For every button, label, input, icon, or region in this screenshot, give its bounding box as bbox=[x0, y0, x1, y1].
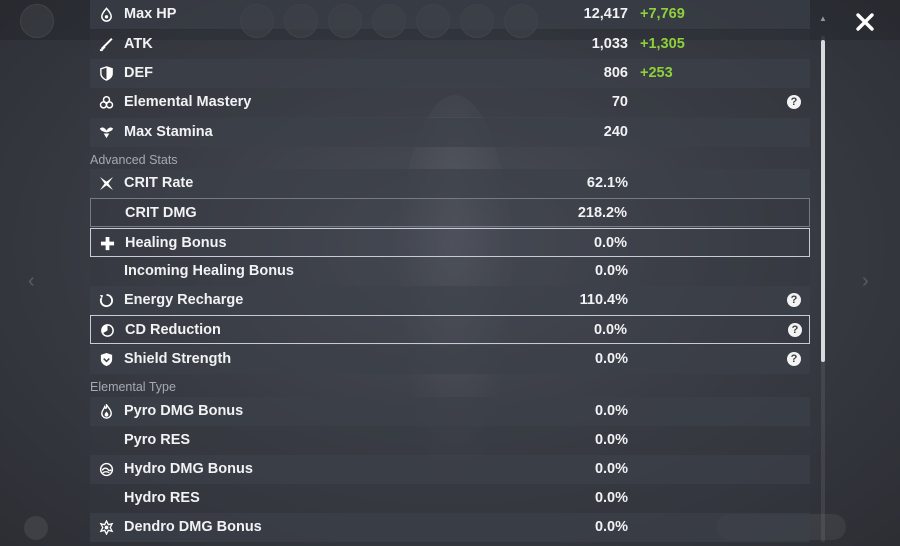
stat-name: Energy Recharge bbox=[124, 292, 244, 308]
stat-value: 0.0% bbox=[594, 351, 628, 367]
stat-row[interactable]: CD Reduction 0.0%? bbox=[90, 315, 810, 344]
stat-name: DEF bbox=[124, 65, 153, 81]
stat-value: 0.0% bbox=[594, 461, 628, 477]
stat-value: 218.2% bbox=[577, 205, 627, 221]
stat-name: Pyro RES bbox=[124, 432, 191, 448]
close-button[interactable] bbox=[852, 9, 878, 35]
stat-row[interactable]: Dendro DMG Bonus 0.0% bbox=[90, 513, 810, 542]
stat-name: CRIT DMG bbox=[125, 205, 197, 221]
stat-name: Hydro DMG Bonus bbox=[124, 461, 253, 477]
stat-value: 62.1% bbox=[586, 175, 628, 191]
stat-row[interactable]: Pyro RES 0.0% bbox=[90, 426, 810, 455]
stat-row[interactable]: DEF 806 +253 bbox=[90, 59, 810, 88]
stat-name: ATK bbox=[124, 36, 153, 52]
stat-row[interactable]: Healing Bonus 0.0% bbox=[90, 228, 810, 257]
stat-row[interactable]: CRIT Rate 62.1% bbox=[90, 169, 810, 198]
cd-reduction-icon bbox=[99, 322, 116, 339]
stat-row[interactable]: Shield Strength 0.0%? bbox=[90, 345, 810, 374]
background-menu-icon bbox=[24, 516, 48, 540]
stat-row[interactable]: Incoming Healing Bonus 0.0% bbox=[90, 257, 810, 286]
stat-value: 12,417 bbox=[583, 6, 628, 22]
pyro-icon bbox=[98, 403, 115, 420]
stat-value: 1,033 bbox=[591, 36, 628, 52]
stat-value: 0.0% bbox=[593, 235, 627, 251]
stat-name: Incoming Healing Bonus bbox=[124, 263, 294, 279]
stat-value: 240 bbox=[603, 124, 628, 140]
stat-value: 0.0% bbox=[594, 519, 628, 535]
elemental-mastery-icon bbox=[98, 94, 115, 111]
stat-row[interactable]: Elemental Mastery 70? bbox=[90, 88, 810, 117]
stat-value: 806 bbox=[603, 65, 628, 81]
stat-value: 0.0% bbox=[594, 490, 628, 506]
stat-value: 0.0% bbox=[594, 263, 628, 279]
stat-name: Max Stamina bbox=[124, 124, 213, 140]
stat-value: 0.0% bbox=[594, 403, 628, 419]
stat-name: Shield Strength bbox=[124, 351, 232, 367]
stat-row[interactable]: Hydro RES 0.0% bbox=[90, 484, 810, 513]
close-x-icon bbox=[856, 13, 874, 31]
stat-name: Healing Bonus bbox=[125, 235, 227, 251]
help-question-icon[interactable]: ? bbox=[787, 95, 801, 109]
stat-row[interactable]: ATK 1,033 +1,305 bbox=[90, 30, 810, 59]
stat-row[interactable]: CRIT DMG 218.2% bbox=[90, 198, 810, 227]
background-right-arrow-icon: › bbox=[862, 270, 869, 292]
shield-strength-icon bbox=[98, 351, 115, 368]
stat-name: Elemental Mastery bbox=[124, 94, 252, 110]
stat-bonus: +7,769 bbox=[640, 6, 685, 22]
scrollbar-thumb[interactable] bbox=[821, 40, 825, 362]
healing-cross-icon bbox=[99, 235, 116, 252]
background-left-arrow-icon: ‹ bbox=[28, 270, 35, 292]
stat-name: CD Reduction bbox=[125, 322, 221, 338]
stat-name: Max HP bbox=[124, 6, 177, 22]
stat-value: 70 bbox=[611, 94, 628, 110]
stat-value: 0.0% bbox=[594, 432, 628, 448]
energy-recharge-icon bbox=[98, 292, 115, 309]
stat-row[interactable]: Energy Recharge 110.4%? bbox=[90, 286, 810, 315]
stat-value: 0.0% bbox=[593, 322, 627, 338]
stamina-wings-icon bbox=[98, 124, 115, 141]
scroll-up-icon[interactable]: ▲ bbox=[819, 14, 827, 23]
hydro-icon bbox=[98, 461, 115, 478]
section-heading: Elemental Type bbox=[90, 380, 176, 394]
shield-half-icon bbox=[98, 65, 115, 82]
stat-bonus: +1,305 bbox=[640, 36, 685, 52]
stat-row[interactable]: Max HP 12,417 +7,769 bbox=[90, 0, 810, 29]
stat-row[interactable]: Max Stamina 240 bbox=[90, 118, 810, 147]
help-question-icon[interactable]: ? bbox=[787, 352, 801, 366]
crit-star-icon bbox=[98, 175, 115, 192]
help-question-icon[interactable]: ? bbox=[788, 323, 802, 337]
sword-icon bbox=[98, 36, 115, 53]
hp-drop-icon bbox=[98, 6, 115, 23]
help-question-icon[interactable]: ? bbox=[787, 293, 801, 307]
stat-value: 110.4% bbox=[579, 292, 628, 308]
stat-name: Dendro DMG Bonus bbox=[124, 519, 262, 535]
section-heading: Advanced Stats bbox=[90, 153, 178, 167]
stat-bonus: +253 bbox=[640, 65, 673, 81]
attribute-details-panel: Max HP 12,417 +7,769 ATK 1,033 +1,305 DEF 806 +2… bbox=[90, 0, 812, 546]
background-avatar-icon bbox=[20, 4, 54, 38]
stat-name: CRIT Rate bbox=[124, 175, 194, 191]
stat-name: Hydro RES bbox=[124, 490, 200, 506]
dendro-icon bbox=[98, 519, 115, 536]
stat-row[interactable]: Pyro DMG Bonus 0.0% bbox=[90, 397, 810, 426]
stat-row[interactable]: Hydro DMG Bonus 0.0% bbox=[90, 455, 810, 484]
stat-name: Pyro DMG Bonus bbox=[124, 403, 244, 419]
